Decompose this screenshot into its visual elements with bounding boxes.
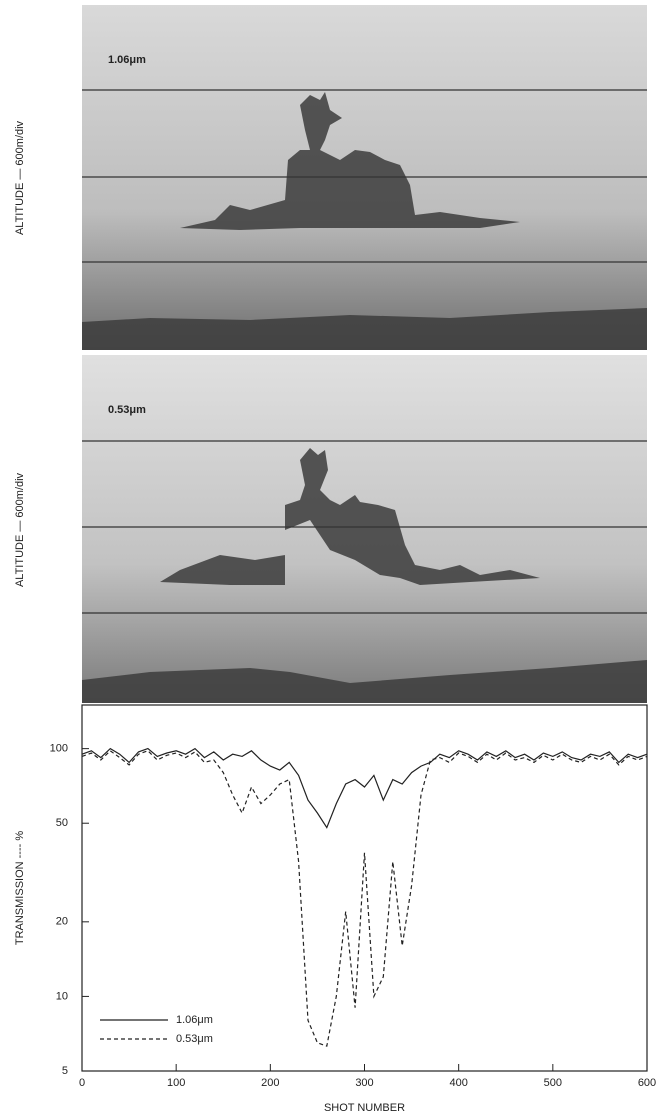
- panel-label: 1.06μm: [108, 54, 146, 66]
- legend-label: 0.53μm: [176, 1033, 213, 1045]
- y-axis-label: TRANSMISSION ---- %: [14, 831, 26, 945]
- x-tick-label: 400: [449, 1077, 467, 1089]
- plot-frame: [82, 705, 647, 1071]
- y-tick-label: 50: [56, 817, 68, 829]
- x-axis-label: SHOT NUMBER: [324, 1102, 405, 1114]
- x-tick-label: 0: [79, 1077, 85, 1089]
- x-tick-label: 600: [638, 1077, 656, 1089]
- legend-label: 1.06μm: [176, 1014, 213, 1026]
- x-tick-label: 200: [261, 1077, 279, 1089]
- series-line: [82, 749, 647, 828]
- x-tick-label: 300: [355, 1077, 373, 1089]
- y-tick-label: 5: [62, 1065, 68, 1077]
- page: {"chart_data": [ {"type": "image", "labe…: [0, 0, 668, 1118]
- panel-label: 0.53μm: [108, 404, 146, 416]
- y-axis-label: ALTITUDE — 600m/div: [14, 120, 26, 235]
- y-tick-label: 20: [56, 916, 68, 928]
- y-tick-label: 10: [56, 990, 68, 1002]
- x-tick-label: 500: [544, 1077, 562, 1089]
- x-tick-label: 100: [167, 1077, 185, 1089]
- y-axis-label: ALTITUDE — 600m/div: [14, 472, 26, 587]
- series-line: [82, 751, 647, 1046]
- figure: 1.06μm ALTITUDE — 600m/div 0.53μm ALTITUDE …: [0, 0, 668, 1118]
- y-tick-label: 100: [50, 743, 68, 755]
